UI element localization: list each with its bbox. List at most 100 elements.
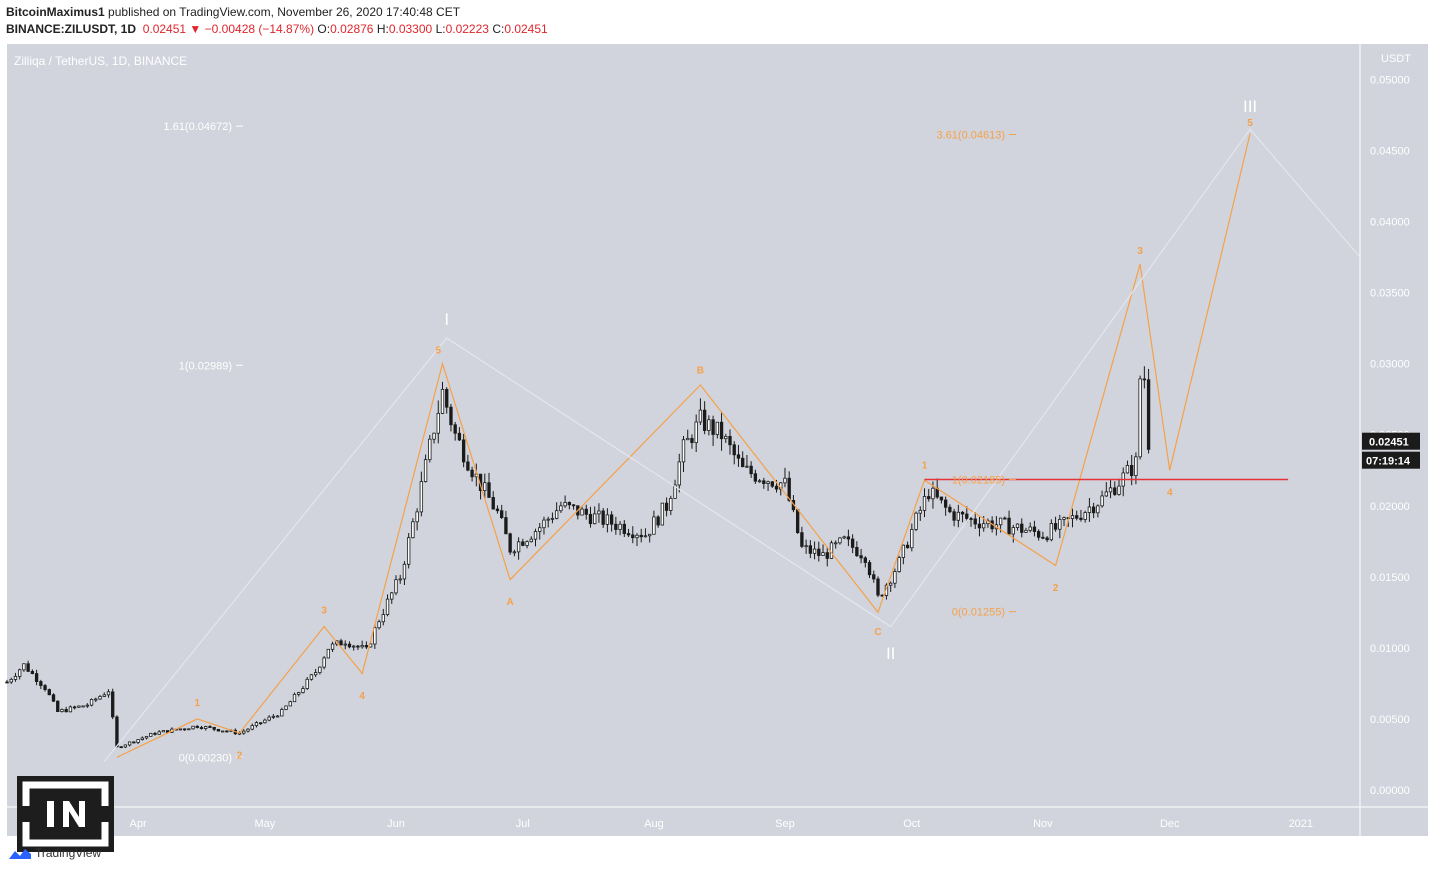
candle-body [834, 542, 838, 545]
candle-body [407, 537, 411, 565]
candle-body [322, 657, 326, 668]
candle-body [1125, 465, 1130, 474]
candle-body [1108, 487, 1113, 493]
candle-body [1087, 506, 1092, 513]
time-axis[interactable] [7, 807, 1428, 836]
candle-body [880, 594, 884, 597]
candle-body [225, 730, 229, 733]
candle-body [9, 679, 13, 683]
candle-body [178, 728, 183, 731]
candle-body [1058, 518, 1062, 530]
candle-body [948, 506, 952, 513]
candle-body [766, 481, 770, 484]
candle-body [326, 648, 331, 659]
candle-body [77, 705, 81, 708]
candle-body [280, 709, 284, 717]
candle-body [1011, 527, 1015, 535]
y-tick-label: 0.04500 [1370, 146, 1410, 158]
y-tick-label: 0.01500 [1370, 572, 1410, 584]
candle-body [500, 510, 504, 518]
candle-body [1020, 523, 1024, 533]
candle-body [982, 523, 986, 529]
candle-body [774, 485, 779, 490]
fib-level-label: 1.61(0.04672) [164, 121, 233, 133]
candle-body [360, 645, 364, 648]
publish-line: BitcoinMaximus1 published on TradingView… [6, 5, 460, 19]
candle-body [927, 496, 931, 500]
candle-body [436, 412, 440, 434]
candle-body [449, 406, 453, 426]
ohlc-line: BINANCE:ZILUSDT, 1D 0.02451 ▼ −0.00428 (… [6, 22, 548, 36]
candle-body [309, 674, 314, 680]
candle-body [757, 480, 762, 483]
candle-body [259, 722, 263, 725]
candle-body [736, 454, 741, 459]
candle-body [918, 509, 922, 514]
candle-body [182, 728, 187, 731]
candle-body [1117, 485, 1121, 495]
candle-body [749, 465, 753, 475]
candle-body [1142, 378, 1147, 381]
wave-label: B [697, 365, 704, 376]
candle-body [563, 502, 567, 507]
candle-body [1091, 506, 1096, 514]
tradingview-logo[interactable]: TradingView [8, 846, 101, 860]
published-text: published on TradingView.com, November 2… [108, 5, 461, 19]
candle-body [677, 461, 681, 486]
candle-body [707, 419, 711, 431]
candle-body [1049, 523, 1054, 541]
candle-body [98, 696, 102, 700]
price-axis[interactable] [1360, 44, 1428, 807]
candle-body [821, 552, 825, 556]
candle-body [216, 728, 221, 732]
wave-label: A [507, 597, 514, 608]
candle-body [495, 508, 500, 512]
candle-body [609, 514, 614, 525]
candle-body [605, 514, 610, 525]
candle-body [373, 627, 377, 645]
candle-body [94, 698, 98, 701]
candle-body [905, 544, 910, 549]
x-tick-label: Aug [644, 818, 664, 830]
candle-body [1015, 523, 1020, 528]
candle-body [922, 496, 927, 511]
candle-body [741, 457, 745, 468]
candle-body [571, 504, 576, 507]
candle-body [284, 705, 288, 710]
open-value: 0.02876 [330, 22, 374, 36]
fib-level-label: 0(0.00230) [179, 752, 232, 764]
candle-body [690, 437, 694, 444]
candle-body [702, 409, 707, 431]
annotations: 1.61(0.04672) 1(0.02989) 0(0.00230) 3.61(0.… [164, 97, 1289, 764]
candle-body [850, 538, 855, 548]
plot-area[interactable] [7, 44, 1360, 807]
candle-body [622, 523, 626, 534]
candle-body [305, 678, 309, 689]
candle-body [390, 592, 394, 600]
candle-body [72, 706, 77, 709]
candle-body [859, 555, 863, 559]
wave-label: 1 [194, 698, 200, 709]
low-value: 0.02223 [445, 22, 489, 36]
candle-body [68, 706, 73, 713]
x-tick-label: Jul [516, 818, 530, 830]
candle-body [1070, 515, 1075, 520]
candle-body [846, 536, 851, 540]
wave-label: 5 [1247, 118, 1253, 129]
candle-body [728, 436, 732, 446]
candle-body [593, 513, 597, 525]
x-tick-label: May [255, 818, 276, 830]
candle-body [1100, 495, 1104, 507]
high-label: H: [376, 22, 389, 36]
candle-body [343, 643, 347, 646]
fib-level-label: 3.61(0.04613) [937, 130, 1006, 142]
candle-body [275, 715, 280, 718]
candle-body [64, 709, 68, 713]
candle-body [1041, 536, 1045, 539]
candle-body [825, 552, 829, 559]
candle-body [1045, 537, 1049, 541]
candle-body [318, 666, 322, 674]
candle-body [440, 388, 445, 414]
candle-body [673, 484, 677, 499]
